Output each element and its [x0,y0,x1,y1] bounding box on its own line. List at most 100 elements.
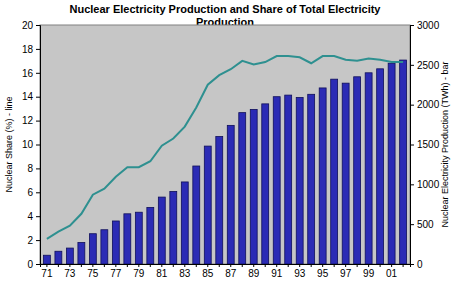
tick-mark [127,264,128,267]
tick: 14 [22,91,40,102]
tick-label: 73 [64,268,76,279]
tick-mark [410,25,414,26]
tick-mark [36,216,40,217]
tick-label: 3000 [417,20,440,31]
tick-mark [36,25,40,26]
tick: 71 [41,264,53,279]
tick-mark [36,264,40,265]
tick: 95 [317,264,329,279]
tick-mark [276,264,277,267]
bar [388,63,395,264]
tick [242,264,243,267]
tick-mark [150,264,151,267]
tick [334,264,335,267]
tick-mark [36,240,40,241]
tick-label: 20 [22,20,34,31]
bar [250,109,257,264]
tick: 3000 [410,20,440,31]
bar [193,166,200,264]
tick-mark [322,264,323,267]
axis: 71737577798183858789919395979901 [41,264,411,279]
tick [173,264,174,267]
tick-label: 97 [340,268,352,279]
bar [55,251,62,264]
tick-label: 71 [41,268,53,279]
tick: 81 [156,264,168,279]
tick-mark [161,264,162,267]
bar [204,146,211,264]
bar [308,94,315,264]
tick-label: 95 [317,268,329,279]
tick: 79 [133,264,145,279]
tick-mark [58,264,59,267]
bar [262,104,269,264]
tick-label: 18 [22,44,34,55]
tick-mark [69,264,70,267]
tick: 16 [22,68,40,79]
bar [158,197,165,264]
bar [89,234,96,264]
tick: 91 [271,264,283,279]
bar [78,242,85,264]
tick-label: 83 [179,268,191,279]
plot-background [40,25,410,264]
tick-mark [345,264,346,267]
tick-mark [299,264,300,267]
tick: 75 [87,264,99,279]
tick-label: 2500 [417,60,440,71]
tick-label: 81 [156,268,168,279]
bar [124,214,131,264]
tick: 89 [248,264,260,279]
tick-mark [196,264,197,267]
tick: 20 [22,20,40,31]
tick: 93 [294,264,306,279]
tick: 85 [202,264,214,279]
axis: 02468101214161820 [22,20,41,270]
tick-mark [115,264,116,267]
tick-mark [219,264,220,267]
tick [265,264,266,267]
tick-mark [253,264,254,267]
tick-label: 16 [22,68,34,79]
tick-mark [81,264,82,267]
tick-label: 1000 [417,179,440,190]
tick-label: 8 [27,163,33,174]
bar [342,83,349,264]
tick-mark [410,224,414,225]
tick-mark [410,145,414,146]
tick-mark [36,73,40,74]
tick-mark [184,264,185,267]
bar [170,192,177,264]
tick-label: 0 [417,259,423,270]
tick [357,264,358,267]
axis: 050010001500200025003000 [410,20,440,270]
chart: 0246810121416182005001000150020002500300… [0,0,452,295]
tick [288,264,289,267]
tick: 2500 [410,60,440,71]
tick-mark [403,264,404,267]
tick [150,264,151,267]
tick-label: 1500 [417,139,440,150]
tick-label: 4 [27,211,33,222]
tick-mark [138,264,139,267]
tick-label: 75 [87,268,99,279]
tick: 8 [27,163,40,174]
tick: 99 [363,264,375,279]
tick: 18 [22,44,40,55]
tick: 10 [22,139,40,150]
tick: 97 [340,264,352,279]
tick-mark [36,192,40,193]
tick [81,264,82,267]
axis-line [36,26,41,265]
tick: 0 [410,259,423,270]
bar [66,248,73,264]
tick [403,264,404,267]
tick: 6 [27,187,40,198]
bar [239,113,246,264]
tick-mark [288,264,289,267]
tick-mark [104,264,105,267]
bar [331,79,338,264]
tick: 83 [179,264,191,279]
tick-mark [92,264,93,267]
tick: 2 [27,235,40,246]
